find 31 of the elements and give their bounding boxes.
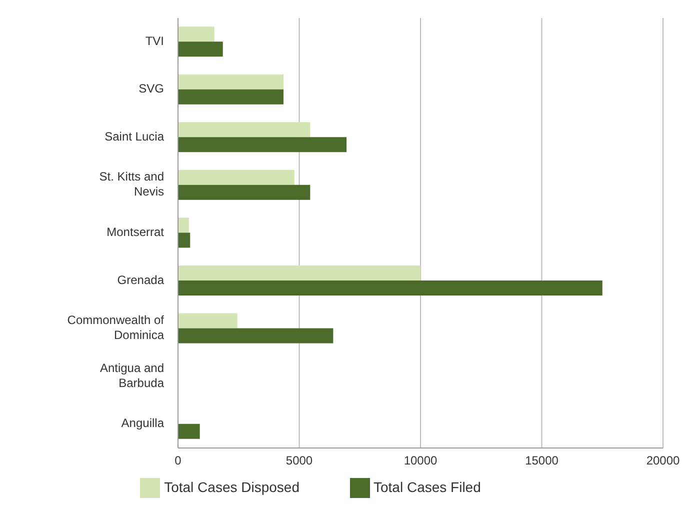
bar (178, 328, 334, 344)
bar (178, 74, 284, 90)
y-tick-label: St. Kitts and Nevis (99, 170, 164, 199)
bar (178, 26, 214, 42)
bar (178, 184, 310, 200)
x-tick-label: 0 (174, 454, 182, 468)
bar (178, 313, 238, 328)
y-tick-label: TVI (145, 34, 164, 48)
x-tick-label: 5000 (286, 454, 313, 468)
bar (178, 170, 294, 185)
legend-label: Total Cases Filed (374, 478, 481, 495)
bar (178, 89, 284, 104)
y-tick-label: Commonwealth of Dominica (67, 313, 165, 342)
x-tick-label: 10000 (404, 454, 438, 468)
y-tick-label: Anguilla (121, 416, 164, 430)
bar (178, 265, 420, 280)
bar (178, 218, 189, 233)
y-tick-label: Montserrat (106, 225, 165, 240)
bar (178, 42, 223, 57)
x-tick-label: 15000 (525, 454, 559, 468)
x-tick-label: 20000 (646, 454, 680, 468)
bar (178, 232, 190, 248)
y-tick-label: Antigua and Barbuda (100, 361, 164, 390)
y-tick-label: Saint Lucia (104, 130, 164, 144)
bar (178, 424, 200, 439)
bar (178, 280, 602, 296)
bar (178, 122, 310, 138)
y-tick-label: Grenada (117, 272, 164, 287)
y-tick-label: SVG (138, 82, 164, 96)
bar (178, 137, 347, 152)
legend-label: Total Cases Disposed (164, 478, 300, 495)
